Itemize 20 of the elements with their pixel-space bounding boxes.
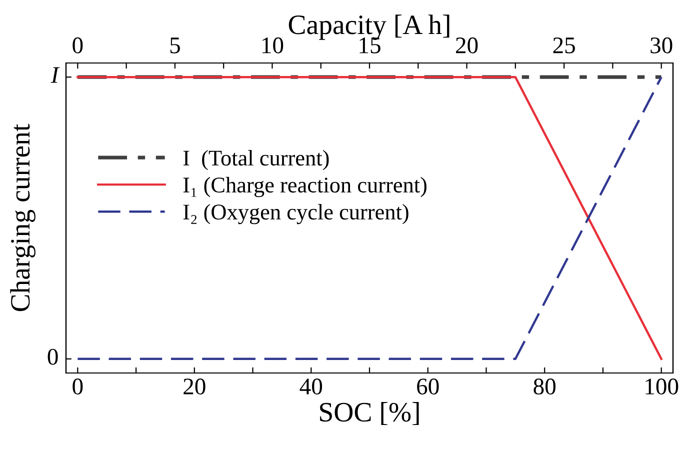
x-tick-label: 80 (534, 378, 556, 394)
x2-axis-title: Capacity [A h] (288, 14, 450, 40)
x2-tick-label: 30 (650, 37, 672, 54)
x2-tick-label: 5 (170, 38, 180, 54)
text: I (50, 67, 60, 83)
x-tick-label: 100 (646, 378, 678, 394)
x-tick-label: 20 (184, 378, 206, 394)
x2-tick-label: 10 (262, 37, 284, 54)
x2-tick-label: 20 (456, 37, 478, 54)
x2-tick-label: 0 (72, 37, 83, 54)
x-tick-label: 0 (72, 378, 83, 394)
text: 0 (48, 348, 58, 365)
x-tick-label: 60 (417, 378, 439, 394)
legend-label: I (Total current) (183, 150, 329, 170)
x-tick-label: 40 (300, 378, 322, 394)
y-axis-title: Charging current (10, 124, 36, 312)
legend-label: I₂ (Oxygen cycle current) (183, 204, 408, 224)
x-axis-title: SOC [%] (320, 402, 419, 426)
legend-label: I₁ (Charge reaction current) (183, 176, 426, 198)
x2-tick-label: 25 (553, 37, 575, 54)
